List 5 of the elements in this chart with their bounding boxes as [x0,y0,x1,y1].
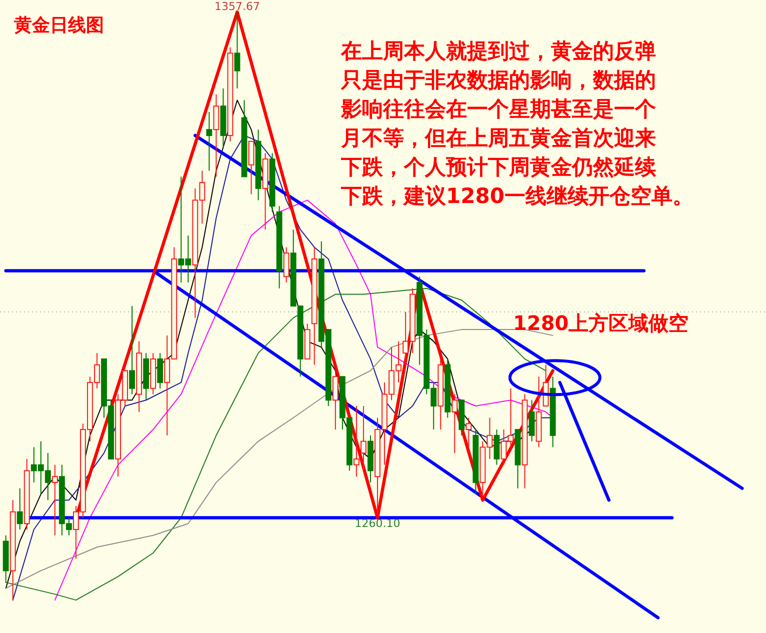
annotation: 1280上方区域做空 [513,311,689,335]
annotation: 1357.67 [214,0,260,13]
chart-title: 黄金日线图 [13,15,104,36]
annotation: 1260.10 [354,516,400,530]
annotation: 在上周本人就提到过，黄金的反弹只是由于非农数据的影响，数据的影响往往会在一个星期甚至是一个月不等，但在上周五黄金首次迎来下跌，个人预计下周黄金仍然延续下跌，建议1280一线继续开仓空单。 [340,39,694,208]
